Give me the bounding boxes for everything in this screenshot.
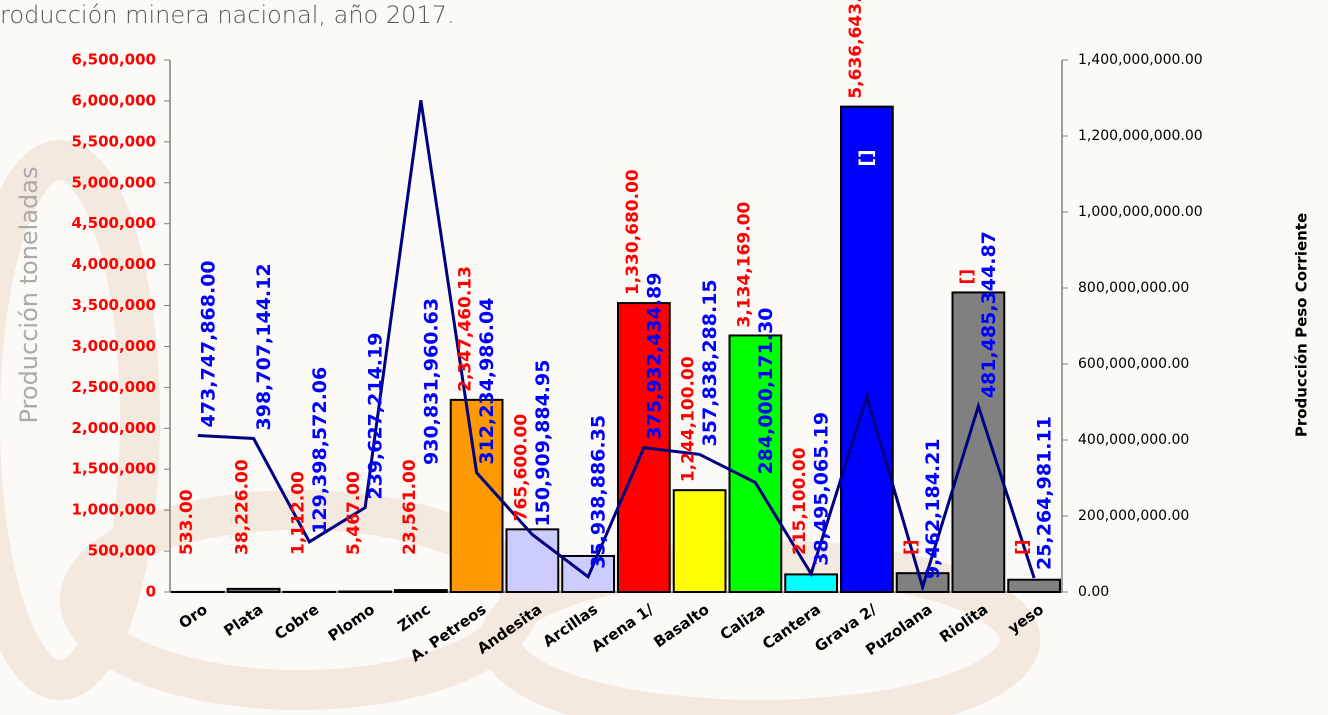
y-tick-label: 500,000 [88,542,156,560]
bar-label: 2,347,460.13 [456,266,476,392]
y2-tick-label: 1,200,000,000.00 [1078,128,1203,144]
line-label: 129,398,572.06 [309,367,331,534]
x-tick-label: Plomo [325,600,378,645]
line-label: 25,264,981.11 [1034,416,1056,570]
bar [617,302,671,593]
bar [784,573,838,594]
line-label: [] [855,149,877,166]
y-tick-label: 2,000,000 [72,419,156,437]
y-tick-label: 4,500,000 [72,214,156,232]
bar-label: 1,244,100.00 [679,356,699,482]
x-tick-label: Plata [220,600,266,640]
x-tick-label: Arena 1/ [588,600,657,656]
y-tick-label: 6,000,000 [72,91,156,109]
line-label: 9,462,184.21 [922,438,944,579]
y2-tick-label: 800,000,000.00 [1078,280,1189,296]
bar-label: 1,330,680.00 [623,169,643,295]
y-tick-label: 3,500,000 [72,296,156,314]
y2-tick-label: 200,000,000.00 [1078,508,1189,524]
x-tick-label: Oro [175,600,210,632]
bar-label: 5,636,643.00 [846,0,866,99]
bar [840,105,894,593]
y-tick-label: 3,000,000 [72,337,156,355]
bar-label: 215,100.00 [790,447,810,555]
bar [951,291,1006,593]
x-tick-label: Zinc [394,600,433,635]
y2-tick-label: 600,000,000.00 [1078,356,1189,372]
bar [505,528,560,593]
y-tick-label: 5,500,000 [72,132,156,150]
y-tick-label: 6,500,000 [72,51,156,69]
y-tick-label: 1,500,000 [72,460,156,478]
line-label: 473,747,868.00 [197,260,219,427]
chart-title: Producción minera nacional, año 2017. [0,1,455,29]
bar [728,334,783,593]
bar-label: 5,467.00 [344,471,364,555]
y-tick-label: 1,000,000 [72,501,156,519]
y-tick-label: 4,000,000 [72,255,156,273]
bar-label: [] [1013,539,1033,555]
bar [1007,578,1061,594]
bar-label: 1,112.00 [288,471,308,555]
y2-tick-label: 0.00 [1078,584,1109,600]
bar-label: [] [957,269,977,285]
bar [449,398,504,593]
bar-label: 765,600.00 [511,414,531,522]
bar-label: 23,561.00 [400,459,420,555]
y2-tick-label: 400,000,000.00 [1078,432,1189,448]
bar-label: 3,134,169.00 [734,201,754,327]
line-label: 357,838,288.15 [699,279,721,446]
line-label: 398,707,144.12 [253,263,275,430]
line-label: 35,938,886.35 [588,415,610,569]
line-label: 150,909,884.95 [532,360,554,527]
line-label: 375,932,434.89 [643,273,665,440]
line-label: 312,234,986.04 [476,298,498,465]
x-tick-label: Basalto [650,600,712,651]
y2-tick-label: 1,400,000,000.00 [1078,52,1203,68]
line-label: 284,000,171.30 [755,307,777,474]
y-tick-label: 2,500,000 [72,378,156,396]
line-label: 930,831,960.63 [420,298,442,465]
bar [672,489,727,593]
line [197,100,1036,593]
line-label: 38,495,065.19 [811,412,833,566]
x-tick-label: Cobre [271,600,322,643]
bar-label: [] [902,539,922,555]
bar-label: 38,226.00 [233,459,253,555]
line-label: 239,627,214.19 [365,333,387,500]
y-axis-label: Producción toneladas [15,167,43,424]
y2-tick-label: 1,000,000,000.00 [1078,204,1203,220]
line-label: 481,485,344.87 [978,231,1000,398]
y-tick-label: 5,000,000 [72,173,156,191]
y2-axis-label: Producción Peso Corriente [1293,213,1311,437]
bar [226,587,281,593]
bar-label: 533.00 [177,489,197,555]
y-tick-label: 0 [146,583,156,601]
bar [394,589,448,593]
